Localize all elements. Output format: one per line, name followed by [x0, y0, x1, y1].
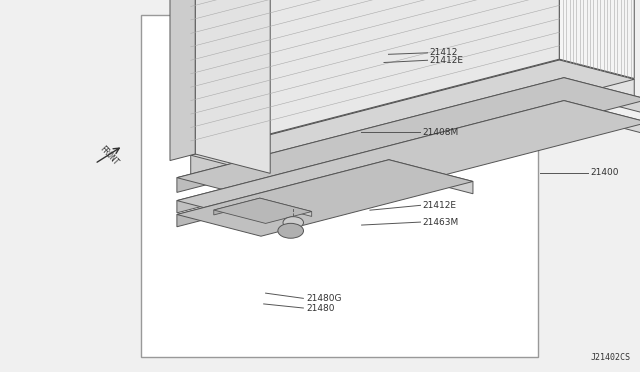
Polygon shape	[214, 198, 260, 215]
Polygon shape	[564, 100, 640, 135]
Polygon shape	[177, 100, 640, 222]
Polygon shape	[559, 0, 634, 78]
Polygon shape	[191, 0, 559, 154]
Text: J21402CS: J21402CS	[590, 353, 630, 362]
Text: FRONT: FRONT	[98, 144, 120, 167]
Circle shape	[283, 217, 303, 228]
Text: 21412E: 21412E	[422, 201, 456, 210]
Polygon shape	[177, 78, 640, 199]
Text: 21408M: 21408M	[422, 128, 459, 137]
FancyBboxPatch shape	[141, 15, 538, 357]
Polygon shape	[170, 0, 195, 161]
Polygon shape	[260, 198, 312, 217]
Polygon shape	[195, 0, 270, 173]
Polygon shape	[564, 78, 640, 114]
Polygon shape	[177, 78, 564, 192]
Polygon shape	[191, 60, 559, 178]
Polygon shape	[177, 100, 564, 213]
Text: 21463M: 21463M	[422, 218, 459, 227]
Polygon shape	[559, 60, 634, 102]
Text: 21412E: 21412E	[429, 56, 463, 65]
Circle shape	[278, 223, 303, 238]
Polygon shape	[177, 160, 389, 227]
Text: 21400: 21400	[590, 169, 619, 177]
Polygon shape	[191, 60, 634, 174]
Polygon shape	[177, 160, 473, 236]
Polygon shape	[389, 160, 473, 194]
Text: 21480G: 21480G	[306, 294, 341, 303]
Text: 21412: 21412	[429, 48, 458, 57]
Text: 21480: 21480	[306, 304, 335, 312]
Polygon shape	[214, 198, 312, 224]
